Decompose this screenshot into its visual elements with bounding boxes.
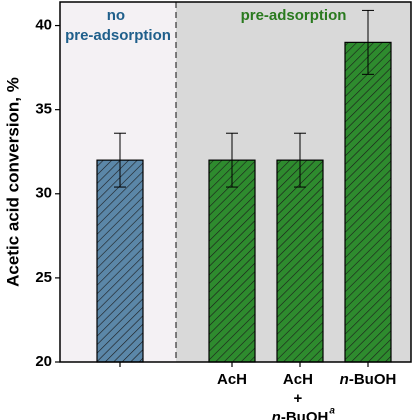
x-tick-label: AcH xyxy=(217,371,247,388)
bar xyxy=(208,159,256,363)
x-tick-label-superscript: a xyxy=(329,406,335,417)
region-annotation: no pre-adsorption xyxy=(65,7,171,44)
x-tick-label: AcH + n-BuOH xyxy=(272,371,329,420)
y-tick-label: 25 xyxy=(35,269,52,286)
plot-frame xyxy=(59,1,412,363)
y-axis-label: Acetic acid conversion, % xyxy=(3,77,22,287)
y-tick-label: 30 xyxy=(35,185,52,202)
y-tick-label: 35 xyxy=(35,101,52,118)
bar xyxy=(276,159,324,363)
region-annotation: pre-adsorption xyxy=(241,7,347,24)
bar xyxy=(96,159,144,363)
bar xyxy=(344,41,392,363)
y-tick-label: 40 xyxy=(35,17,52,34)
x-tick-label: n-BuOH xyxy=(340,371,397,388)
y-tick-label: 20 xyxy=(35,353,52,370)
